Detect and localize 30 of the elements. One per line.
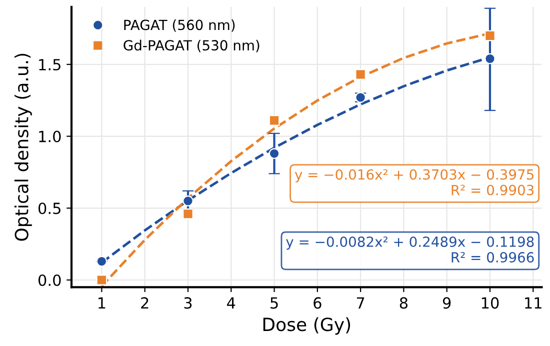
- point: [484, 30, 496, 42]
- x-tick-label: 8: [400, 297, 408, 309]
- x-tick-label: 3: [184, 297, 192, 309]
- point: [355, 69, 366, 80]
- y-tick-label: 1.5: [39, 59, 60, 70]
- annotation: y = −0.0082x² + 0.2489x − 0.1198 R² = 0.9966: [286, 236, 534, 263]
- point: [182, 208, 194, 220]
- annotation: y = −0.016x² + 0.3703x − 0.3975 R² = 0.9903: [294, 169, 534, 196]
- x-tick-label: 9: [442, 297, 451, 309]
- x-tick-label: 2: [141, 297, 148, 309]
- x-tick-label: 11: [525, 297, 542, 309]
- x-tick-label: 5: [270, 297, 278, 309]
- point: [268, 148, 280, 159]
- x-tick-label: 1: [98, 297, 106, 309]
- x-tick-label: 7: [356, 297, 364, 309]
- point: [96, 256, 108, 267]
- y-tick-label: 1.0: [39, 130, 61, 142]
- x-tick-label: 4: [227, 297, 236, 309]
- point: [484, 53, 496, 64]
- x-tick-label: 6: [314, 297, 322, 309]
- point: [182, 196, 194, 206]
- legend-label: PAGAT (560 nm): [124, 19, 235, 32]
- point: [96, 274, 108, 286]
- x-tick-label: 10: [482, 297, 499, 309]
- x-axis-title: Dose (Gy): [263, 317, 350, 335]
- y-tick-label: 0.0: [38, 274, 61, 286]
- point: [268, 115, 280, 126]
- y-tick-label: 0.5: [38, 202, 60, 214]
- legend-label: Gd-PAGAT (530 nm): [124, 40, 260, 52]
- y-axis-title: Optical density (a.u.): [14, 54, 32, 241]
